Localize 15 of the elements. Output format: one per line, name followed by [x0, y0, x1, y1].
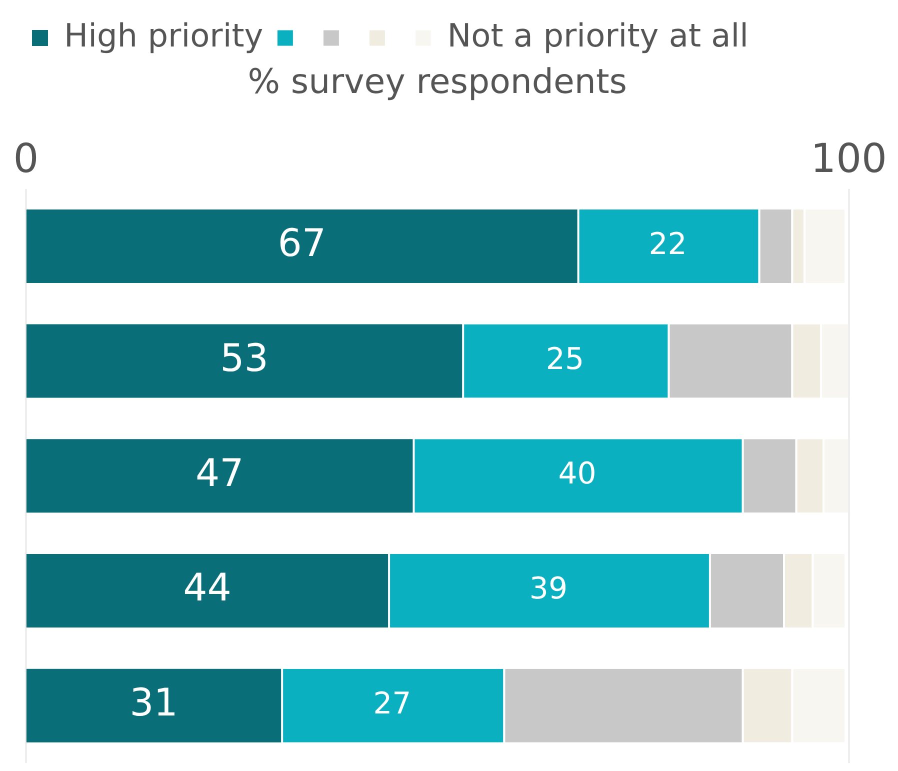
legend-label: High priority	[64, 16, 264, 54]
legend-label: Not a priority at all	[447, 16, 749, 54]
data-label: 25	[546, 342, 584, 377]
data-label: 44	[183, 566, 232, 610]
data-label: 39	[529, 572, 568, 607]
data-label: 53	[220, 336, 268, 380]
data-label: 67	[278, 221, 326, 266]
x-tick-label: 0	[13, 136, 39, 182]
data-label: 22	[648, 227, 687, 262]
data-label: 40	[558, 456, 596, 492]
x-axis-title: % survey respondents	[248, 62, 628, 102]
data-label: 31	[130, 680, 178, 724]
data-label: 47	[195, 450, 244, 495]
x-tick-label: 100	[810, 136, 888, 182]
data-label: 27	[373, 686, 412, 722]
